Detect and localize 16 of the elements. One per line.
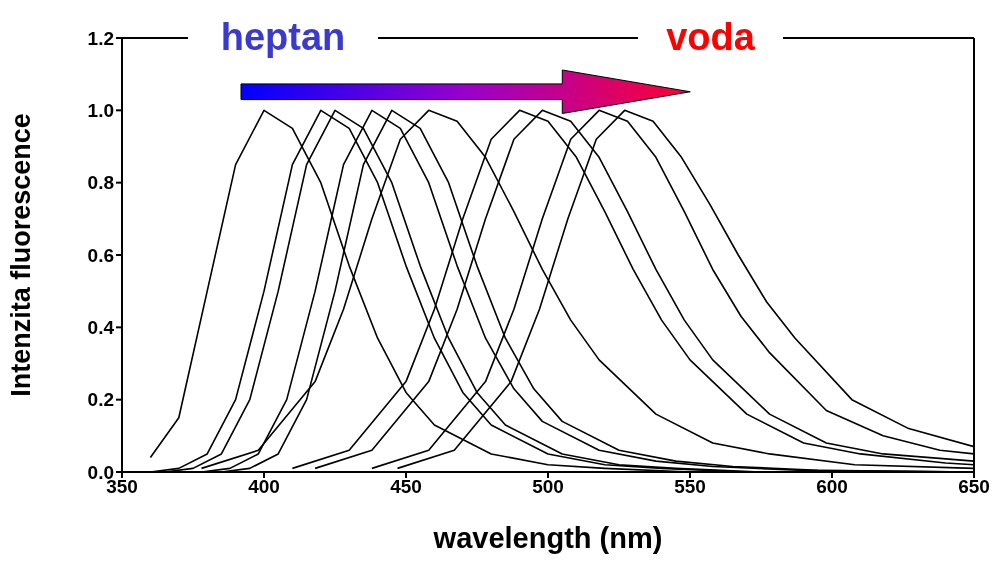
y-tick-label: 0.4 bbox=[87, 317, 115, 339]
x-tick-label: 450 bbox=[390, 476, 422, 498]
y-tick-label: 1.0 bbox=[87, 100, 114, 122]
annotation: voda bbox=[638, 14, 783, 60]
x-tick-label: 500 bbox=[532, 476, 564, 498]
y-tick-label: 0.2 bbox=[87, 389, 114, 411]
x-tick-label: 400 bbox=[248, 476, 280, 498]
y-axis-title: Intenzita fluorescence bbox=[5, 113, 36, 397]
x-tick-label: 650 bbox=[958, 476, 990, 498]
y-tick-label: 0.6 bbox=[87, 244, 114, 266]
y-tick-label: 1.2 bbox=[87, 27, 114, 49]
y-tick-label: 0.8 bbox=[87, 172, 114, 194]
annotation: heptan bbox=[188, 14, 378, 60]
x-tick-label: 600 bbox=[816, 476, 848, 498]
x-axis-title: wavelength (nm) bbox=[432, 522, 663, 554]
x-tick-label: 550 bbox=[674, 476, 706, 498]
